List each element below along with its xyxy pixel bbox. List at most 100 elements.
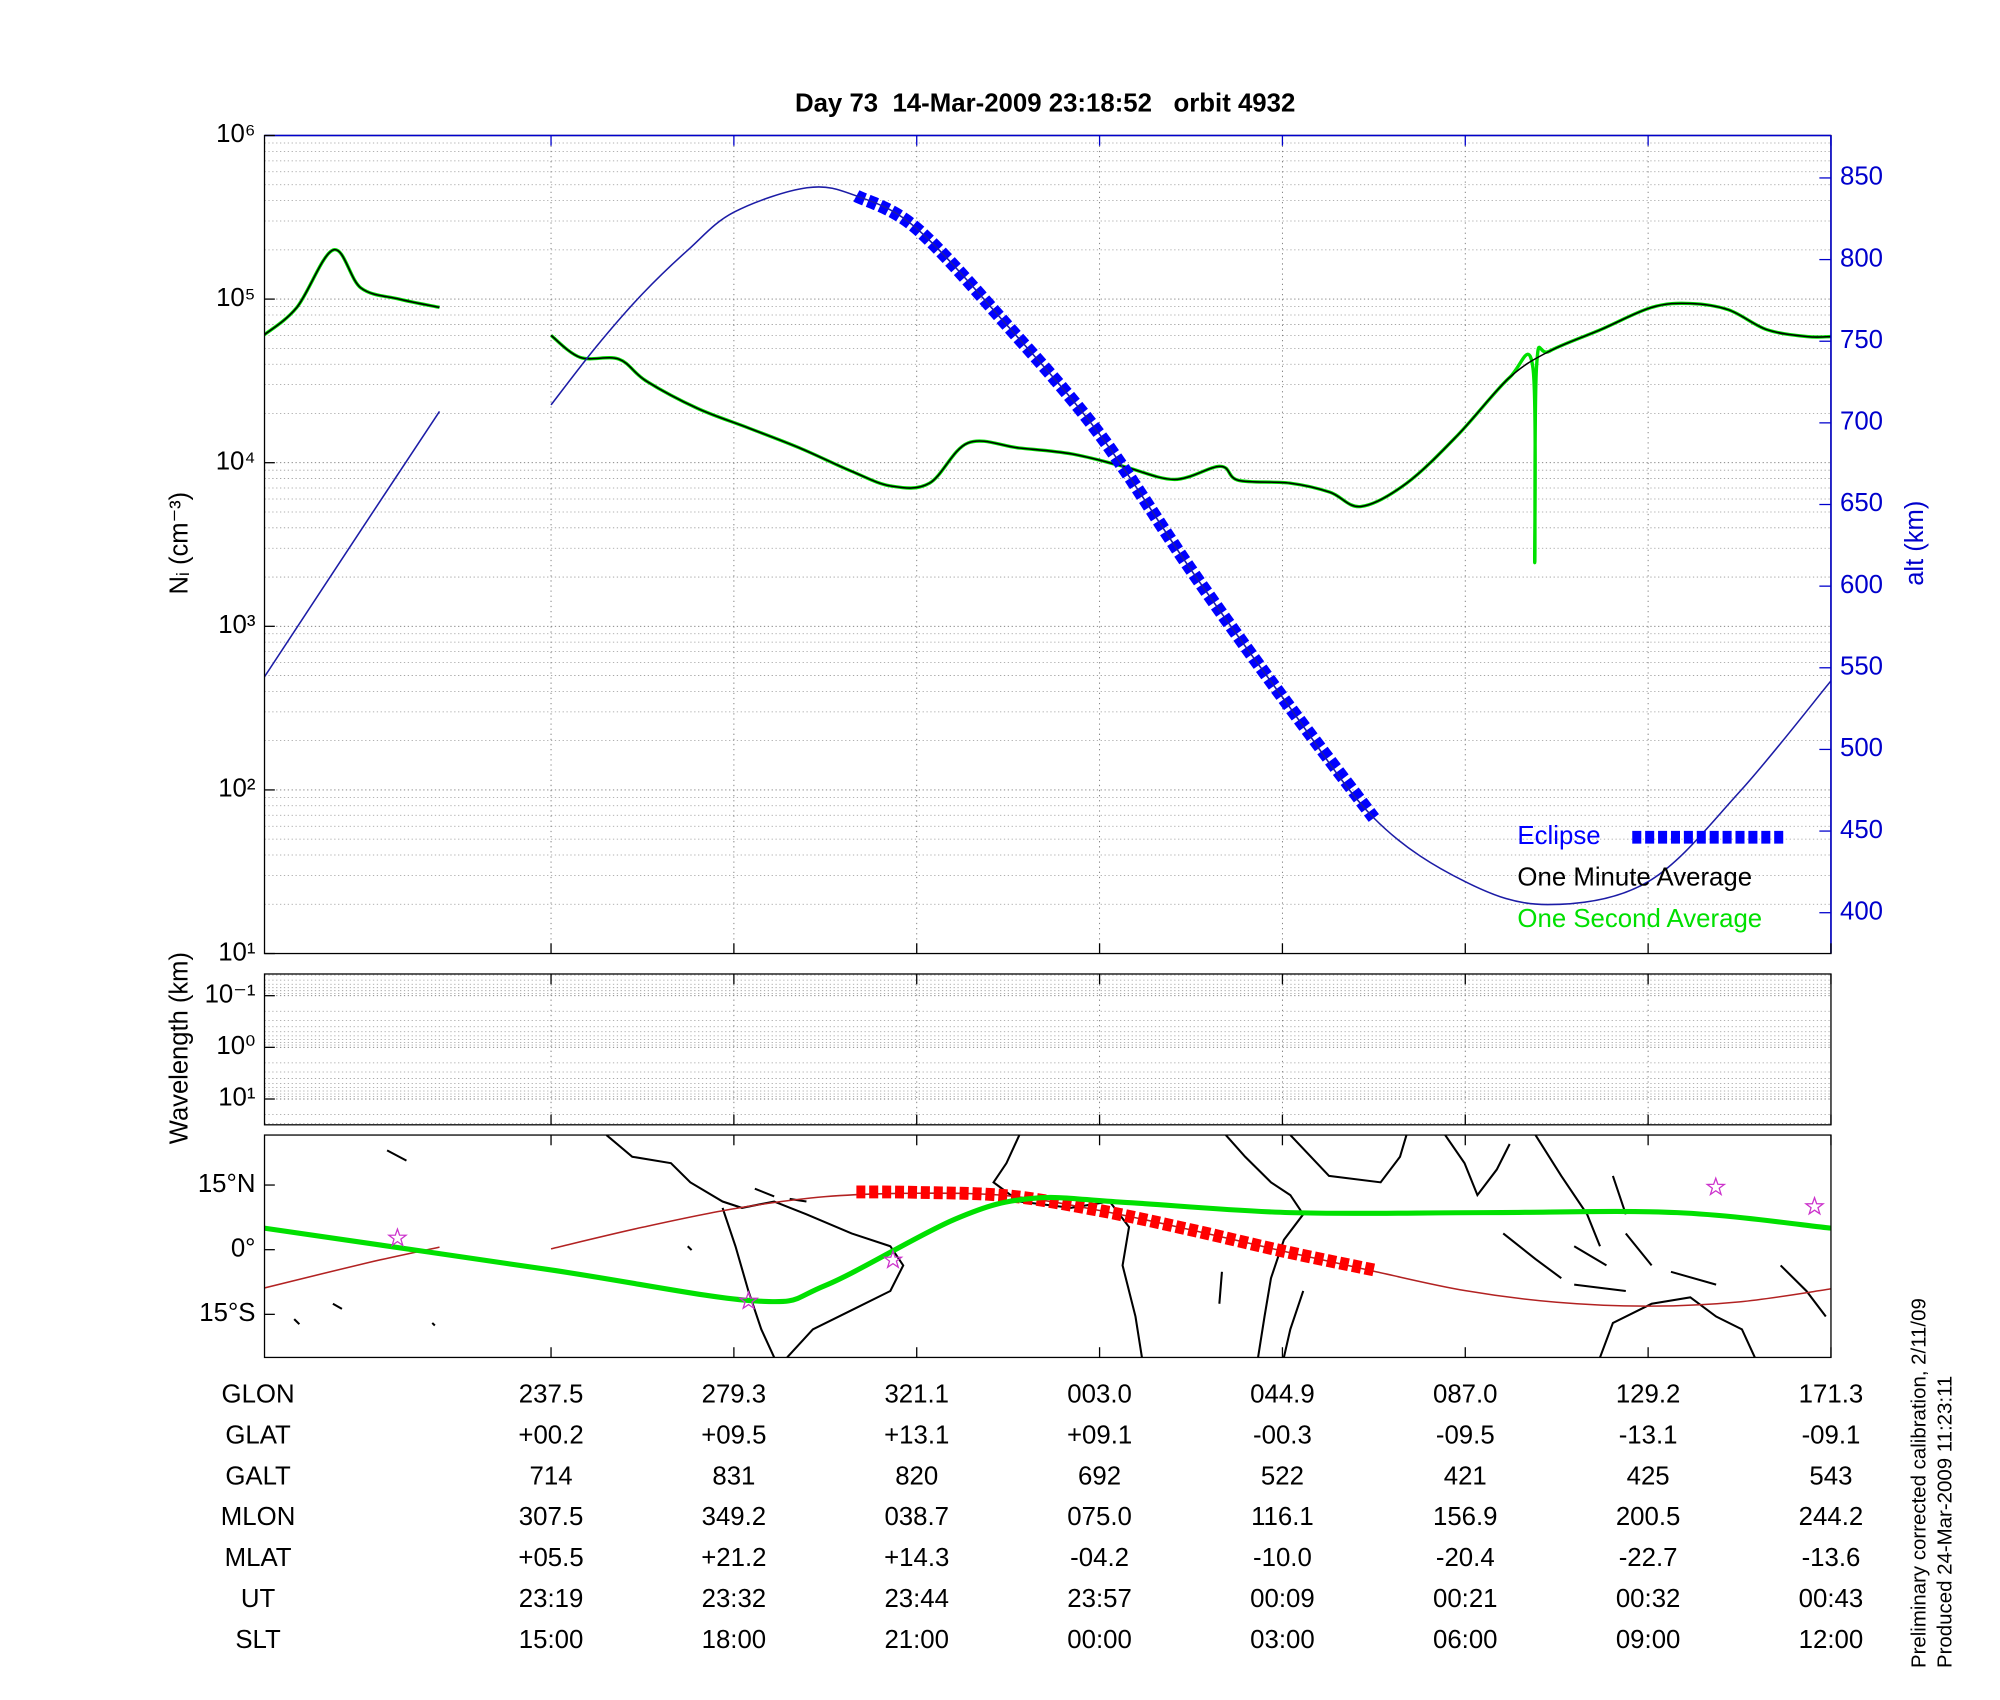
legend-label: One Minute Average [1517,864,1752,892]
table-cell: +09.5 [701,1422,766,1450]
table-cell: 044.9 [1250,1381,1315,1409]
table-cell: 23:19 [519,1585,584,1613]
legend-label: Eclipse [1517,822,1600,850]
table-cell: 237.5 [519,1381,584,1409]
eclipse-line [856,1185,1376,1277]
y-tick-label: 10³ [218,611,256,639]
table-cell: 00:00 [1067,1626,1132,1654]
table-cell: -13.6 [1802,1544,1861,1572]
star-marker [1804,1195,1825,1216]
data-line [264,186,1831,906]
table-cell: 00:43 [1799,1585,1864,1613]
table-cell: 156.9 [1433,1503,1498,1531]
table-cell: +05.5 [518,1544,583,1572]
y2-tick-label: 600 [1840,571,1883,599]
table-cell: 075.0 [1067,1503,1132,1531]
coastline [1599,1264,1827,1358]
table-cell: 00:09 [1250,1585,1315,1613]
table-cell: 21:00 [884,1626,949,1654]
table-cell: 307.5 [519,1503,584,1531]
table-cell: 321.1 [884,1381,949,1409]
star-marker [386,1227,408,1247]
coastlines [293,1135,1827,1358]
table-cell: 171.3 [1799,1381,1864,1409]
coastline [1444,1135,1627,1247]
table-cell: 23:57 [1067,1585,1132,1613]
y-tick-label: 10¹ [218,1084,255,1112]
y2-tick-label: 800 [1840,244,1883,272]
table-cell: +21.2 [701,1544,766,1572]
table-cell: 00:32 [1616,1585,1681,1613]
table-cell: 18:00 [702,1626,767,1654]
table-cell: 038.7 [884,1503,949,1531]
data-line [264,1194,1831,1305]
star-marker [882,1249,904,1269]
table-cell: 349.2 [702,1503,767,1531]
star-marker [738,1290,759,1310]
table-cell: +14.3 [884,1544,949,1572]
y2-tick-label: 850 [1840,163,1883,191]
table-cell: 831 [712,1462,755,1490]
table-cell: +13.1 [884,1422,949,1450]
y-tick-label: 15°N [198,1170,256,1198]
coastline [1502,1232,1717,1292]
table-cell: -20.4 [1436,1544,1495,1572]
y-tick-label: 10⁶ [216,120,255,148]
row-label: GLAT [225,1422,291,1450]
panel-frame [263,973,1832,1126]
coastline [1289,1135,1408,1184]
legend-label: One Second Average [1517,905,1762,933]
star-marker [1705,1176,1727,1197]
table-cell: 421 [1444,1462,1487,1490]
table-cell: 06:00 [1433,1626,1498,1654]
table-cell: 692 [1078,1462,1121,1490]
y-tick-label: 10² [218,775,256,803]
table-cell: 522 [1261,1462,1304,1490]
plot-area [264,973,1831,1125]
row-label: MLON [221,1503,296,1531]
table-cell: 244.2 [1799,1503,1864,1531]
y2-axis-label: alt (km) [1901,501,1929,586]
table-cell: 279.3 [702,1381,767,1409]
row-label: SLT [235,1626,281,1654]
table-cell: -00.3 [1253,1422,1312,1450]
table-cell: -09.5 [1436,1422,1495,1450]
y2-tick-label: 750 [1840,326,1883,354]
coastline [1218,1271,1305,1358]
coastline [293,1149,807,1327]
table-cell: 543 [1809,1462,1852,1490]
coastline [721,1207,776,1358]
y-tick-label: 15°S [199,1299,255,1327]
plot-area [264,1176,1831,1310]
table-cell: 129.2 [1616,1381,1681,1409]
y-tick-label: 10⁵ [216,284,255,312]
y2-tick-label: 450 [1840,816,1883,844]
chart-title: Day 73 14-Mar-2009 23:18:52 orbit 4932 [795,90,1295,118]
row-label: UT [241,1585,276,1613]
y2-tick-label: 500 [1840,734,1883,762]
coastline [992,1135,1143,1358]
table-cell: +09.1 [1067,1422,1132,1450]
y2-tick-label: 550 [1840,653,1883,681]
y-tick-label: 0° [231,1235,256,1263]
table-cell: 09:00 [1616,1626,1681,1654]
plot-area [264,135,1831,954]
y-tick-label: 10⁰ [216,1032,255,1060]
row-label: GALT [225,1462,291,1490]
footer-note: Preliminary corrected calibration, 2/11/… [1907,1298,1930,1668]
row-label: GLON [222,1381,295,1409]
table-cell: 820 [895,1462,938,1490]
y-tick-label: 10¹ [218,938,255,966]
table-cell: 116.1 [1251,1503,1314,1531]
table-cell: -13.1 [1619,1422,1678,1450]
table-cell: +00.2 [518,1422,583,1450]
table-cell: 12:00 [1799,1626,1864,1654]
y-tick-label: 10⁴ [216,448,256,476]
table-cell: -10.0 [1253,1544,1312,1572]
y-axis-label: Nᵢ (cm⁻³) [165,492,193,595]
table-cell: 03:00 [1250,1626,1315,1654]
table-cell: 087.0 [1433,1381,1498,1409]
